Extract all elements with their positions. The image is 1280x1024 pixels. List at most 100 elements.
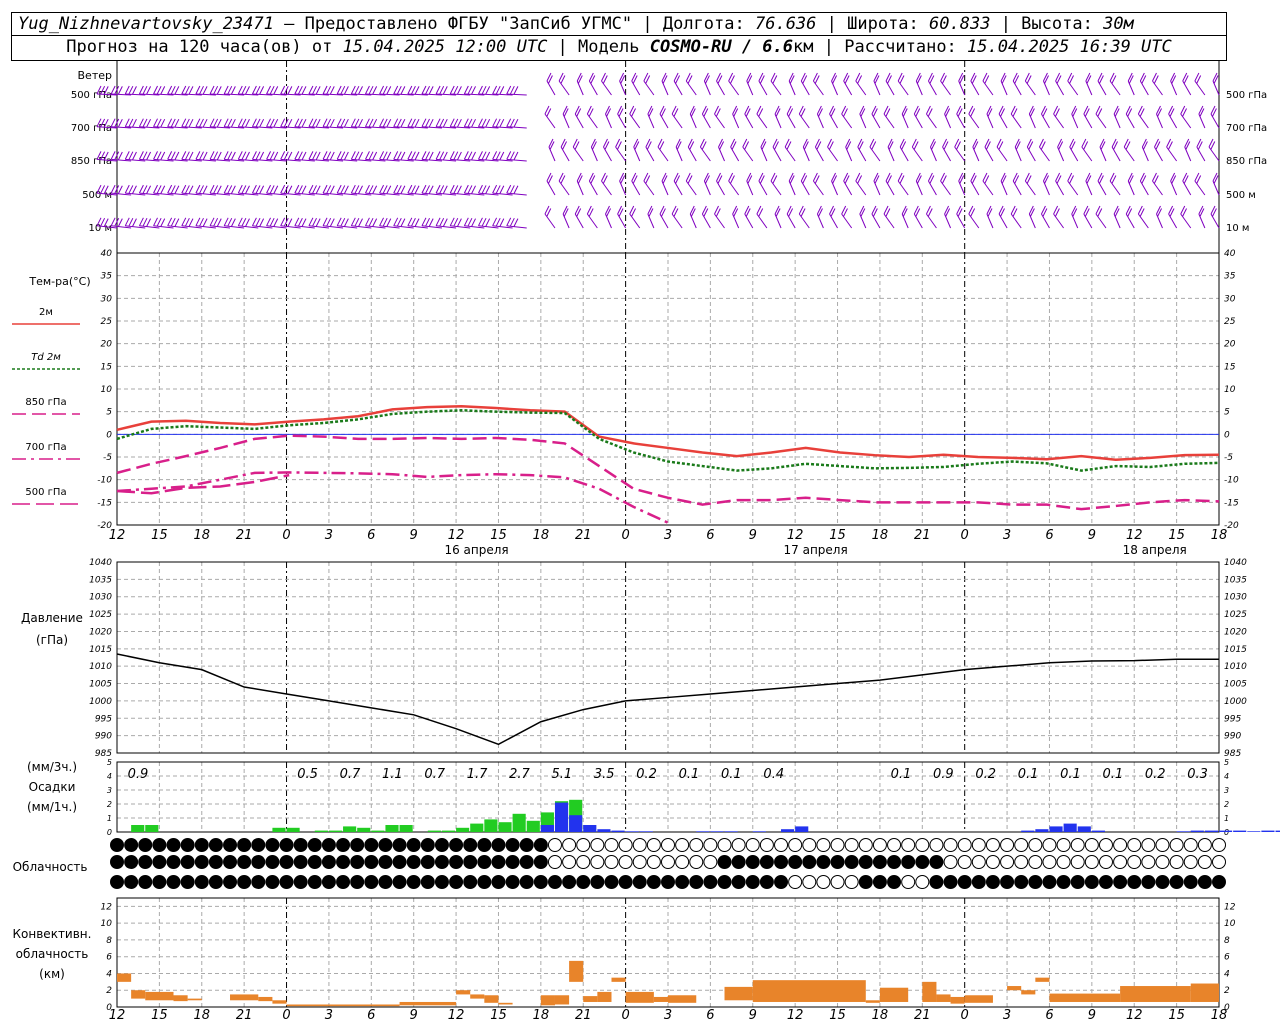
wind-barb-flag xyxy=(439,217,445,227)
cloud-symbol xyxy=(1169,838,1184,852)
wind-barb-flag xyxy=(280,184,286,194)
wind-barb-flag xyxy=(414,86,420,95)
wind-barb-flag xyxy=(340,85,346,95)
wind-barb-flag xyxy=(574,105,580,115)
wind-barb-flag xyxy=(673,72,679,82)
wind-barb-flag xyxy=(386,185,392,195)
wind-barb-flag xyxy=(1071,205,1077,215)
cloud-symbol xyxy=(901,855,916,869)
wind-barb-shaft xyxy=(195,126,216,129)
wind-barb-flag xyxy=(456,218,462,227)
cloud-symbol xyxy=(971,855,986,869)
temp-tick-left: -5 xyxy=(103,453,112,463)
wind-barb-flag xyxy=(308,118,314,127)
wind-barb-shaft xyxy=(407,126,428,129)
wind-barb-flag xyxy=(167,118,173,127)
wind-barb-flag xyxy=(544,205,550,215)
wind-barb-flag xyxy=(195,151,201,160)
wind-barb xyxy=(716,72,725,96)
wind-barb-shaft xyxy=(153,126,174,129)
precip-3h-label: 3.5 xyxy=(594,767,615,782)
temp-legend-label-4: 500 гПа xyxy=(25,487,66,498)
snow-bar xyxy=(540,825,554,832)
wind-barb-flag xyxy=(1069,138,1075,148)
wind-barb-shaft xyxy=(379,126,400,129)
pressure-tick-right: 1020 xyxy=(1224,627,1247,637)
wind-barb-flag xyxy=(1053,105,1059,115)
wind-barb-flag xyxy=(632,75,638,84)
wind-barb-flag xyxy=(576,108,582,117)
wind-barb-flag xyxy=(756,205,762,215)
cloud-symbol xyxy=(915,838,930,852)
temp-hour-label: 6 xyxy=(1045,528,1053,543)
conv-hour-label: 12 xyxy=(787,1008,804,1023)
precip-3h-label: 5.1 xyxy=(552,767,573,782)
pressure-tick-right: 1040 xyxy=(1224,558,1247,568)
wind-barb-flag xyxy=(368,151,374,160)
wind-barb-flag xyxy=(657,138,663,148)
cloud-symbol xyxy=(449,855,464,869)
precip-tick-right: 1 xyxy=(1224,814,1229,823)
temp-tick-left: 30 xyxy=(101,294,113,304)
cloud-symbol xyxy=(943,875,958,889)
wind-barb-shaft xyxy=(308,225,329,229)
wind-barb-flag xyxy=(1137,205,1143,215)
wind-barb-flag xyxy=(400,218,406,227)
wind-barb-flag xyxy=(188,218,194,227)
wind-barb-flag xyxy=(428,185,434,195)
wind-barb xyxy=(1010,105,1022,129)
wind-barb xyxy=(845,138,853,162)
wind-barb-flag xyxy=(1097,208,1103,217)
wind-barb xyxy=(223,118,245,129)
cloud-symbol xyxy=(124,875,139,889)
wind-barb-flag xyxy=(685,72,691,82)
wind-barb-shaft xyxy=(125,225,146,229)
wind-barb-shaft xyxy=(139,192,160,196)
wind-barb-flag xyxy=(308,85,314,95)
wind-barb-flag xyxy=(577,175,583,184)
cloud-symbol xyxy=(547,855,562,869)
wind-barb-flag xyxy=(117,185,123,195)
wind-barb xyxy=(887,138,895,162)
wind-barb-flag xyxy=(160,218,166,227)
wind-barb xyxy=(124,85,146,96)
conv-bar xyxy=(187,998,202,1001)
wind-barb xyxy=(492,118,513,129)
wind-barb-flag xyxy=(927,172,933,182)
wind-barb xyxy=(237,184,259,196)
cloud-symbol xyxy=(943,838,958,852)
wind-barb-flag xyxy=(322,217,328,227)
wind-barb-shaft xyxy=(351,225,372,229)
cloud-symbol xyxy=(307,875,322,889)
wind-barb-flag xyxy=(957,208,963,217)
wind-barb-flag xyxy=(576,72,582,82)
wind-barb xyxy=(699,138,711,162)
wind-barb-flag xyxy=(350,184,356,194)
cloud-symbol xyxy=(717,855,732,869)
wind-barb-flag xyxy=(588,72,594,82)
wind-barb-flag xyxy=(156,151,162,160)
conv-bar xyxy=(1049,993,1121,1002)
cloud-symbol xyxy=(420,875,435,889)
wind-barb xyxy=(1012,172,1022,196)
wind-barb-flag xyxy=(676,141,682,150)
cloud-symbol xyxy=(759,838,774,852)
wind-barb xyxy=(631,72,641,96)
cloud-symbol xyxy=(985,838,1000,852)
wind-barb xyxy=(181,118,202,129)
cloud-symbol xyxy=(929,875,944,889)
precip-3h-label: 0.1 xyxy=(1018,767,1039,782)
wind-barb-flag xyxy=(631,108,636,117)
wind-barb-flag xyxy=(591,141,597,150)
wind-barb-flag xyxy=(255,185,261,194)
wind-barb-flag xyxy=(114,85,120,95)
wind-barb-shaft xyxy=(167,126,188,129)
cloud-symbol xyxy=(392,875,407,889)
cloud-symbol xyxy=(618,875,633,889)
wind-barb-flag xyxy=(513,151,519,161)
cloud-symbol xyxy=(406,875,421,889)
wind-barb-shaft xyxy=(238,158,259,162)
wind-barb-flag xyxy=(846,141,852,150)
rain-bar xyxy=(441,830,456,832)
wind-barb-flag xyxy=(245,86,250,95)
